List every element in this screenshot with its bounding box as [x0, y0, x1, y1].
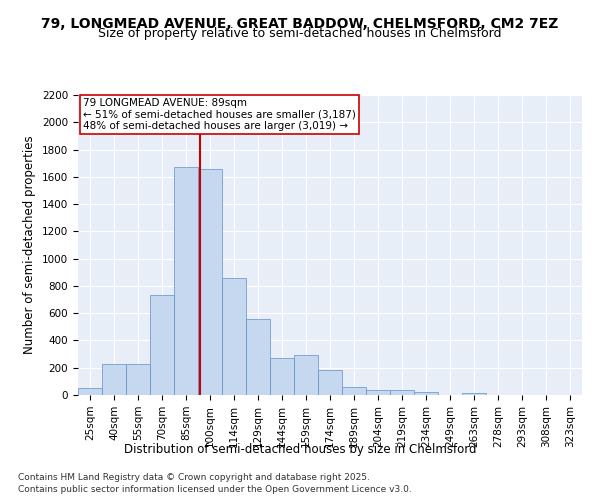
Bar	[126, 364, 150, 395]
Bar	[414, 392, 438, 395]
Bar	[246, 318, 270, 395]
Bar	[222, 278, 246, 395]
Bar	[150, 296, 174, 395]
Text: Contains HM Land Registry data © Crown copyright and database right 2025.: Contains HM Land Registry data © Crown c…	[18, 472, 370, 482]
Text: Distribution of semi-detached houses by size in Chelmsford: Distribution of semi-detached houses by …	[124, 442, 476, 456]
Text: Contains public sector information licensed under the Open Government Licence v3: Contains public sector information licen…	[18, 485, 412, 494]
Bar	[78, 388, 102, 395]
Y-axis label: Number of semi-detached properties: Number of semi-detached properties	[23, 136, 37, 354]
Bar	[318, 370, 342, 395]
Bar	[390, 390, 414, 395]
Bar	[294, 355, 318, 395]
Bar	[198, 168, 222, 395]
Bar	[366, 390, 390, 395]
Bar	[270, 358, 294, 395]
Bar	[462, 393, 486, 395]
Bar	[102, 364, 126, 395]
Text: 79, LONGMEAD AVENUE, GREAT BADDOW, CHELMSFORD, CM2 7EZ: 79, LONGMEAD AVENUE, GREAT BADDOW, CHELM…	[41, 18, 559, 32]
Bar	[342, 387, 366, 395]
Bar	[174, 166, 198, 395]
Text: 79 LONGMEAD AVENUE: 89sqm
← 51% of semi-detached houses are smaller (3,187)
48% : 79 LONGMEAD AVENUE: 89sqm ← 51% of semi-…	[83, 98, 356, 131]
Text: Size of property relative to semi-detached houses in Chelmsford: Size of property relative to semi-detach…	[98, 28, 502, 40]
